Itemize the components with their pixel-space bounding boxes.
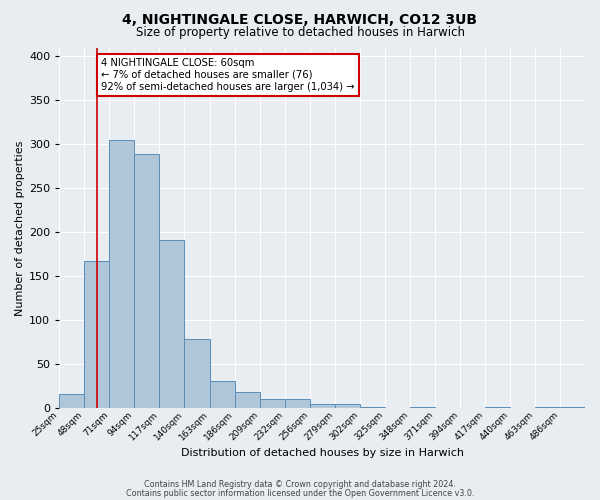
Text: Size of property relative to detached houses in Harwich: Size of property relative to detached ho… <box>136 26 464 39</box>
Bar <box>235 392 260 408</box>
Bar <box>335 404 360 408</box>
Bar <box>85 260 109 408</box>
Bar <box>310 404 335 408</box>
Bar <box>410 406 435 408</box>
Bar <box>485 406 510 408</box>
Bar <box>360 406 385 408</box>
Bar <box>134 154 160 408</box>
Bar <box>260 399 284 408</box>
Y-axis label: Number of detached properties: Number of detached properties <box>15 140 25 316</box>
X-axis label: Distribution of detached houses by size in Harwich: Distribution of detached houses by size … <box>181 448 464 458</box>
Bar <box>59 394 85 408</box>
Bar <box>284 399 310 408</box>
Text: Contains public sector information licensed under the Open Government Licence v3: Contains public sector information licen… <box>126 488 474 498</box>
Bar <box>184 339 209 408</box>
Text: 4, NIGHTINGALE CLOSE, HARWICH, CO12 3UB: 4, NIGHTINGALE CLOSE, HARWICH, CO12 3UB <box>122 12 478 26</box>
Bar <box>109 140 134 408</box>
Text: Contains HM Land Registry data © Crown copyright and database right 2024.: Contains HM Land Registry data © Crown c… <box>144 480 456 489</box>
Bar <box>560 406 585 408</box>
Bar <box>209 381 235 408</box>
Bar <box>535 406 560 408</box>
Text: 4 NIGHTINGALE CLOSE: 60sqm
← 7% of detached houses are smaller (76)
92% of semi-: 4 NIGHTINGALE CLOSE: 60sqm ← 7% of detac… <box>101 58 355 92</box>
Bar <box>160 240 184 408</box>
